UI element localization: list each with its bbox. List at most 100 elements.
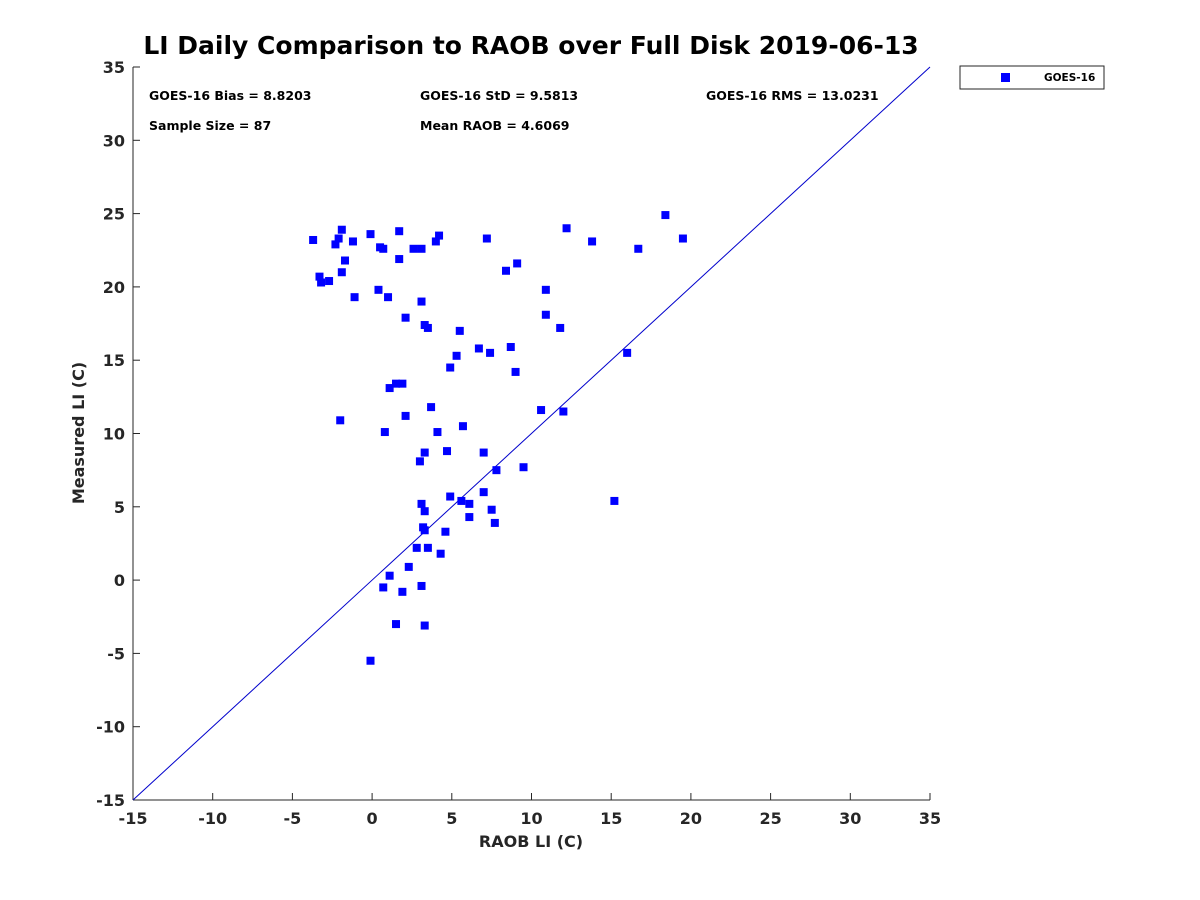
data-point [562, 224, 571, 233]
data-point [380, 428, 389, 437]
y-tick-label: 30 [103, 131, 125, 150]
data-point [423, 323, 432, 332]
stat-std: GOES-16 StD = 9.5813 [420, 88, 578, 103]
data-point [446, 492, 455, 501]
x-axis-label: RAOB LI (C) [479, 832, 583, 851]
data-point [634, 244, 643, 253]
y-tick-label: 0 [114, 571, 125, 590]
data-point [482, 234, 491, 243]
stat-bias: GOES-16 Bias = 8.8203 [149, 88, 311, 103]
data-point [678, 234, 687, 243]
legend: GOES-16 [959, 65, 1105, 90]
data-point [334, 234, 343, 243]
chart-title: LI Daily Comparison to RAOB over Full Di… [143, 31, 918, 60]
x-tick-label: 10 [520, 809, 542, 828]
data-point [420, 448, 429, 457]
data-points [309, 211, 687, 665]
data-point [541, 310, 550, 319]
data-point [385, 571, 394, 580]
stat-rms: GOES-16 RMS = 13.0231 [706, 88, 879, 103]
data-point [490, 518, 499, 527]
y-tick-label: 20 [103, 278, 125, 297]
data-point [336, 416, 345, 425]
data-point [441, 527, 450, 536]
y-axis-label: Measured LI (C) [69, 362, 88, 504]
data-point [661, 211, 670, 220]
data-point [435, 231, 444, 240]
data-point [337, 225, 346, 234]
x-tick-label: 20 [680, 809, 702, 828]
data-point [398, 587, 407, 596]
data-point [610, 496, 619, 505]
data-point [392, 379, 401, 388]
data-point [537, 406, 546, 415]
y-tick-label: 10 [103, 425, 125, 444]
x-tick-label: -10 [198, 809, 227, 828]
data-point [401, 313, 410, 322]
legend-box [959, 65, 1105, 90]
legend-marker [1001, 73, 1010, 82]
stat-sample-size: Sample Size = 87 [149, 118, 271, 133]
data-point [446, 363, 455, 372]
one-to-one-line [132, 66, 931, 801]
data-point [423, 543, 432, 552]
data-point [511, 367, 520, 376]
data-point [379, 583, 388, 592]
x-tick-label: 25 [759, 809, 781, 828]
data-point [455, 326, 464, 335]
data-point [452, 351, 461, 360]
y-tick-label: -10 [96, 718, 125, 737]
data-point [417, 499, 426, 508]
x-tick-label: -5 [284, 809, 302, 828]
data-point [492, 466, 501, 475]
data-point [337, 268, 346, 277]
data-point [474, 344, 483, 353]
data-point [401, 411, 410, 420]
data-point [404, 562, 413, 571]
x-tick-label: 5 [446, 809, 457, 828]
data-point [384, 293, 393, 302]
data-point [392, 620, 401, 629]
data-point [341, 256, 350, 265]
data-point [458, 422, 467, 431]
data-point [409, 244, 418, 253]
data-point [366, 656, 375, 665]
data-point [385, 384, 394, 393]
data-point [317, 278, 326, 287]
data-point [395, 255, 404, 264]
data-point [350, 293, 359, 302]
data-point [486, 348, 495, 357]
data-point [398, 379, 407, 388]
data-point [315, 272, 324, 281]
data-point [417, 581, 426, 590]
data-point [379, 244, 388, 253]
stat-mean-raob: Mean RAOB = 4.6069 [420, 118, 569, 133]
data-point [366, 230, 375, 239]
data-point [412, 543, 421, 552]
data-point [541, 285, 550, 294]
data-point [457, 496, 466, 505]
data-point [309, 235, 318, 244]
data-point [436, 549, 445, 558]
legend-label: GOES-16 [1044, 72, 1095, 84]
data-point [513, 259, 522, 268]
data-point [415, 457, 424, 466]
x-tick-label: 35 [919, 809, 941, 828]
data-point [433, 428, 442, 437]
data-point [556, 323, 565, 332]
data-point [420, 526, 429, 535]
y-tick-label: 35 [103, 58, 125, 77]
y-tick-label: -15 [96, 791, 125, 810]
data-point [417, 244, 426, 253]
data-point [465, 513, 474, 522]
x-tick-label: 15 [600, 809, 622, 828]
data-point [417, 297, 426, 306]
data-point [325, 277, 334, 286]
x-tick-label: -15 [119, 809, 148, 828]
data-point [559, 407, 568, 416]
y-tick-label: 5 [114, 498, 125, 517]
data-point [427, 403, 436, 412]
data-point [348, 237, 357, 246]
data-point [623, 348, 632, 357]
